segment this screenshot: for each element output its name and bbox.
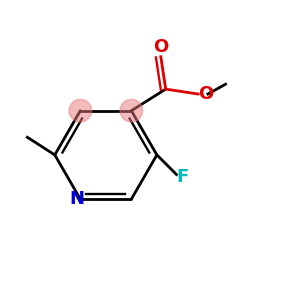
Text: N: N	[69, 190, 84, 208]
Circle shape	[120, 99, 142, 122]
Text: O: O	[153, 38, 168, 56]
Text: F: F	[176, 169, 188, 187]
Text: O: O	[198, 85, 214, 103]
Circle shape	[69, 99, 92, 122]
